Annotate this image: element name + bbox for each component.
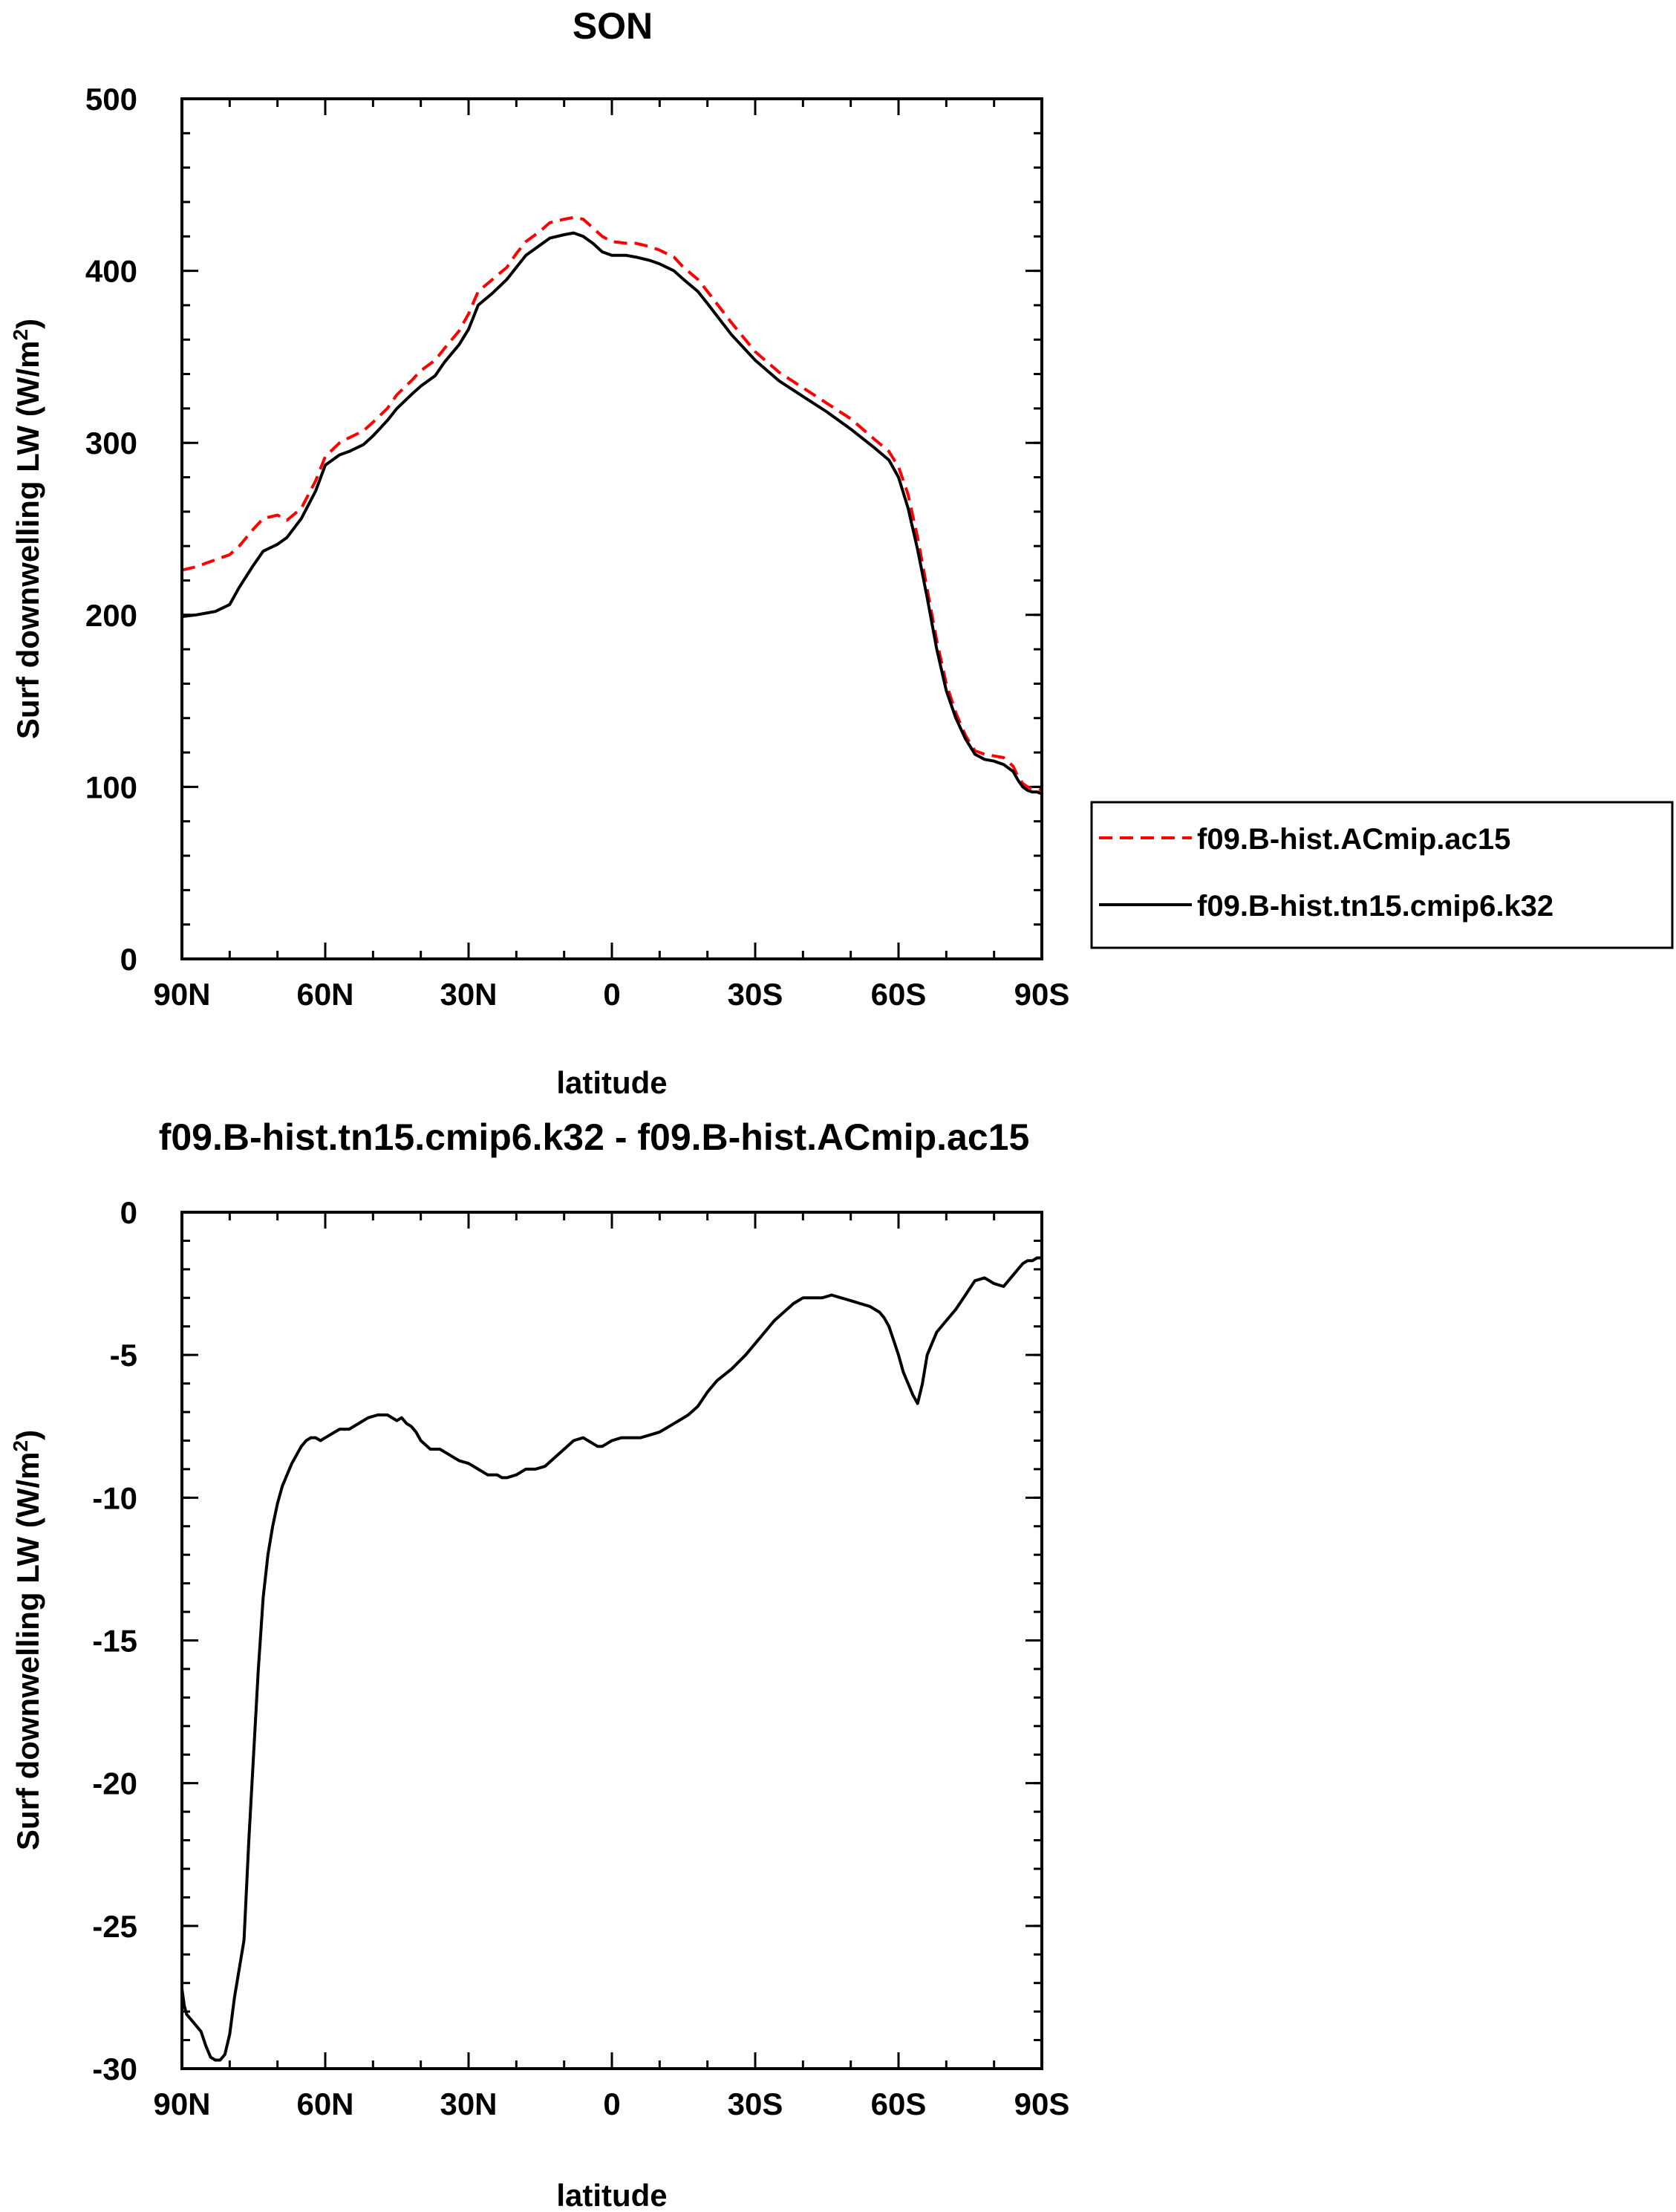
- top-chart-title: SON: [573, 5, 653, 47]
- bottom-chart-ticks: 90N 60N 30N 0 30S 60S 90S 0 -5 -10 -15 -20 -25 -30: [92, 1195, 1069, 2121]
- legend-label-k32: f09.B-hist.tn15.cmip6.k32: [1197, 890, 1553, 923]
- bottom-x-tick-label: 30N: [440, 2086, 497, 2121]
- top-chart-ylabel-close: ): [10, 319, 45, 329]
- top-y-tick-label: 500: [85, 82, 137, 117]
- top-chart-ticks: 90N 60N 30N 0 30S 60S 90S 0 100 200 300 400 500: [85, 82, 1069, 1012]
- bottom-y-tick-label: -20: [92, 1766, 137, 1801]
- top-series-line-2: [181, 231, 1043, 796]
- top-x-tick-label: 90S: [1014, 977, 1070, 1012]
- top-chart-ylabel-text: Surf downwelling LW (W/m: [10, 340, 45, 739]
- bottom-x-tick-label: 60S: [871, 2086, 927, 2121]
- top-chart-ylabel-sup: 2: [9, 329, 32, 341]
- top-series-line-1: [181, 215, 1043, 792]
- top-y-tick-label: 400: [85, 254, 137, 289]
- bottom-series-line-1: [180, 1256, 1042, 2062]
- bottom-chart-title: f09.B-hist.tn15.cmip6.k32 - f09.B-hist.A…: [159, 1116, 1030, 1158]
- bottom-y-tick-label: -10: [92, 1480, 137, 1515]
- top-x-tick-label: 30S: [728, 977, 783, 1012]
- top-y-tick-label: 300: [85, 426, 137, 461]
- top-y-tick-label: 0: [120, 942, 137, 977]
- top-chart: SON 90N 60N 30N 0 30S 60S 90S0100200300400500 …: [9, 5, 1674, 1100]
- top-chart-ylabel: Surf downwelling LW (W/m2): [9, 319, 46, 739]
- legend-label-ac15: f09.B-hist.ACmip.ac15: [1197, 823, 1510, 856]
- bottom-chart-xlabel: latitude: [556, 2178, 667, 2212]
- bottom-y-tick-label: -25: [92, 1909, 137, 1944]
- top-chart-frame: [180, 97, 1043, 960]
- bottom-y-tick-label: -5: [110, 1338, 137, 1373]
- bottom-chart-lines: [180, 1256, 1042, 2062]
- legend: f09.B-hist.ACmip.ac15 f09.B-hist.tn15.cm…: [1090, 801, 1674, 949]
- bottom-chart-ylabel-close: ): [10, 1430, 45, 1440]
- top-y-tick-label: 200: [85, 598, 137, 633]
- top-x-tick-label: 30N: [440, 977, 497, 1012]
- bottom-x-tick-label: 90S: [1014, 2086, 1070, 2121]
- bottom-chart-ylabel-text: Surf downwelling LW (W/m: [10, 1451, 45, 1850]
- top-y-tick-label: 100: [85, 770, 137, 804]
- bottom-chart-frame: [180, 1211, 1043, 2070]
- bottom-y-tick-label: -30: [92, 2052, 137, 2086]
- legend-box: [1090, 801, 1674, 949]
- bottom-x-tick-label: 30S: [728, 2086, 783, 2121]
- bottom-x-tick-label: 60N: [296, 2086, 353, 2121]
- top-chart-lines: [181, 215, 1043, 796]
- top-x-tick-label: 60S: [871, 977, 927, 1012]
- bottom-x-tick-label: 0: [603, 2086, 620, 2121]
- bottom-chart-ylabel-sup: 2: [9, 1440, 32, 1452]
- bottom-x-tick-label: 90N: [153, 2086, 210, 2121]
- top-x-tick-label: 90N: [153, 977, 210, 1012]
- top-chart-xlabel: latitude: [556, 1065, 667, 1100]
- bottom-y-tick-label: -15: [92, 1624, 137, 1659]
- bottom-chart: f09.B-hist.tn15.cmip6.k32 - f09.B-hist.A…: [9, 1116, 1070, 2212]
- bottom-y-tick-label: 0: [120, 1195, 137, 1230]
- top-x-tick-label: 60N: [296, 977, 353, 1012]
- bottom-chart-ylabel: Surf downwelling LW (W/m2): [9, 1430, 46, 1850]
- top-x-tick-label: 0: [603, 977, 620, 1012]
